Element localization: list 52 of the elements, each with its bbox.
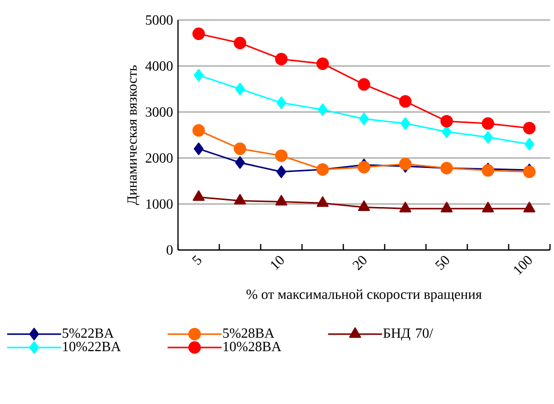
- x-tick-label: 100: [514, 256, 532, 275]
- point: [358, 78, 370, 91]
- point: [358, 200, 370, 211]
- point: [275, 52, 288, 66]
- point: [316, 196, 329, 207]
- point: [482, 117, 494, 130]
- point: [275, 149, 288, 162]
- x-tick-label: 10: [270, 256, 284, 270]
- point: [359, 112, 369, 126]
- point: [276, 96, 286, 110]
- point: [235, 82, 245, 96]
- point: [192, 124, 205, 137]
- point: [194, 68, 204, 82]
- legend-label: БНД 70/: [383, 328, 434, 341]
- point: [192, 28, 205, 40]
- y-tick-label: 2000: [146, 153, 173, 163]
- point: [440, 114, 453, 128]
- point: [194, 142, 204, 156]
- point: [234, 142, 246, 156]
- x-tick-label: 20: [352, 256, 366, 270]
- point: [399, 202, 412, 212]
- legend-label: 10%22BA: [63, 342, 121, 352]
- y-tick-label: 0: [166, 245, 173, 255]
- y-tick-label: 1000: [146, 199, 173, 209]
- point: [482, 202, 494, 212]
- y-tick-label: 4000: [145, 61, 173, 71]
- y-tick-label: 5000: [146, 15, 173, 25]
- point: [524, 138, 534, 150]
- point: [316, 57, 329, 70]
- point: [318, 103, 328, 116]
- point: [483, 131, 493, 144]
- point: [275, 194, 288, 206]
- point: [399, 158, 412, 170]
- point: [442, 126, 452, 138]
- legend-label: 5%22BA: [62, 328, 114, 338]
- point: [235, 156, 245, 169]
- point: [234, 36, 246, 50]
- point: [523, 202, 536, 212]
- legend-label: 5%28BA: [223, 328, 274, 338]
- point: [399, 95, 412, 108]
- y-tick-label: 3000: [146, 107, 173, 117]
- legend-label: 10%28BA: [224, 342, 282, 352]
- x-tick-label: 50: [435, 256, 450, 270]
- point: [523, 122, 536, 134]
- x-axis-title: % от максимальной скорости вращения: [246, 289, 482, 302]
- y-axis-title: Динамическая вязкость: [127, 65, 140, 206]
- x-tick-label: 5: [192, 255, 202, 266]
- point: [276, 166, 286, 178]
- point: [440, 202, 453, 212]
- point: [400, 117, 410, 130]
- point: [234, 194, 246, 205]
- point: [192, 190, 205, 201]
